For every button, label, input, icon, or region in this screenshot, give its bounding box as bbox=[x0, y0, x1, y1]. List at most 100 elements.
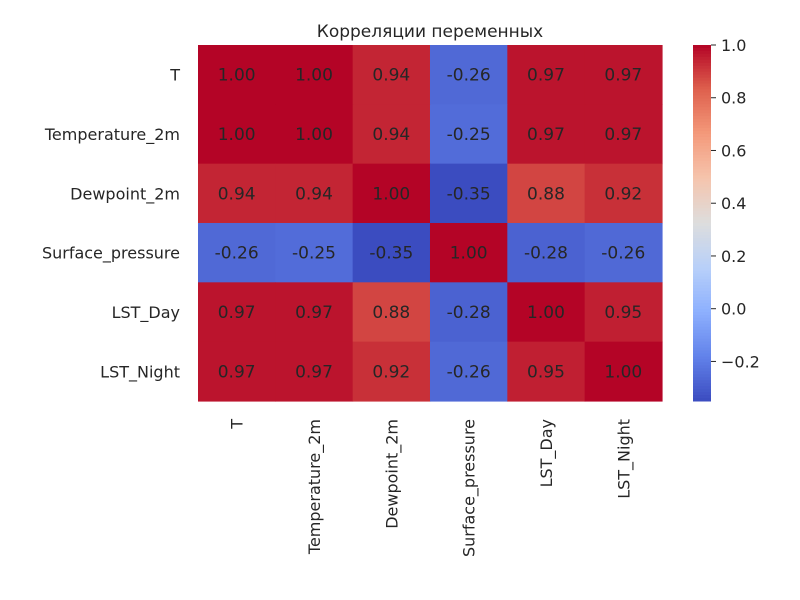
colorbar-segment bbox=[693, 261, 711, 266]
colorbar-segment bbox=[693, 258, 711, 263]
colorbar-segment bbox=[693, 220, 711, 224]
colorbar-segment bbox=[693, 234, 711, 239]
colorbar-segment bbox=[693, 273, 711, 277]
colorbar-segment bbox=[693, 350, 711, 355]
y-tick-label: LST_Day bbox=[112, 303, 180, 323]
colorbar-segment bbox=[693, 163, 711, 168]
colorbar-segment bbox=[693, 214, 711, 218]
colorbar-segment bbox=[693, 119, 711, 123]
colorbar-segment bbox=[693, 300, 711, 304]
heatmap-cell bbox=[198, 45, 276, 105]
colorbar-segment bbox=[693, 56, 711, 61]
colorbar-segment bbox=[693, 317, 711, 322]
x-tick-label: Temperature_2m bbox=[305, 419, 325, 555]
heatmap-cell bbox=[584, 45, 663, 105]
colorbar-segment bbox=[693, 353, 711, 357]
cell-value-label: 0.97 bbox=[527, 125, 565, 145]
cell-value-label: 1.00 bbox=[295, 66, 333, 86]
heatmap-cell bbox=[507, 222, 586, 283]
cell-value-label: 0.97 bbox=[218, 362, 256, 382]
cell-value-label: 0.94 bbox=[295, 184, 333, 204]
cell-value-label: 0.97 bbox=[218, 303, 256, 323]
heatmap-cell bbox=[352, 163, 431, 224]
x-tick-label: LST_Night bbox=[614, 419, 634, 499]
colorbar-segment bbox=[693, 312, 711, 316]
colorbar-tick-label: 0.8 bbox=[721, 89, 746, 108]
colorbar-segment bbox=[693, 285, 711, 289]
colorbar-segment bbox=[693, 172, 711, 177]
heatmap-cell bbox=[352, 341, 431, 402]
y-tick-label: Dewpoint_2m bbox=[70, 184, 180, 204]
colorbar-segment bbox=[693, 95, 711, 99]
colorbar-segment bbox=[693, 270, 711, 274]
colorbar-segment bbox=[693, 160, 711, 165]
colorbar-segment bbox=[693, 80, 711, 85]
colorbar-segment bbox=[693, 377, 711, 381]
x-tick-label: T bbox=[228, 419, 247, 430]
colorbar-segment bbox=[693, 386, 711, 390]
heatmap-cell bbox=[429, 341, 508, 402]
colorbar-segment bbox=[693, 314, 711, 319]
cell-value-label: 0.92 bbox=[372, 362, 410, 382]
colorbar-segment bbox=[693, 181, 711, 185]
cell-value-label: 0.97 bbox=[604, 66, 642, 86]
colorbar-segment bbox=[693, 231, 711, 236]
colorbar-segment bbox=[693, 50, 711, 55]
colorbar-segment bbox=[693, 359, 711, 363]
heatmap-cell bbox=[507, 282, 586, 343]
colorbar-segment bbox=[693, 92, 711, 96]
chart-title: Корреляции переменных bbox=[317, 22, 544, 42]
cell-annotations: 1.00 1.00 0.94 -0.26 0.97 0.97 1.00 1.00 0.94 -0.… bbox=[215, 66, 646, 383]
colorbar-segment bbox=[693, 279, 711, 283]
heatmap-cell bbox=[429, 222, 508, 283]
colorbar-segment bbox=[693, 113, 711, 117]
cell-value-label: -0.25 bbox=[292, 244, 336, 264]
heatmap-cell bbox=[584, 341, 663, 402]
heatmap-cell bbox=[429, 45, 508, 105]
heatmap-cell bbox=[507, 341, 586, 402]
x-tick-label: LST_Day bbox=[537, 419, 557, 487]
colorbar-segment bbox=[693, 47, 711, 52]
colorbar-segment bbox=[693, 53, 711, 58]
colorbar-segment bbox=[693, 196, 711, 200]
colorbar-segment bbox=[693, 267, 711, 271]
colorbar-segment bbox=[693, 184, 711, 188]
cell-value-label: -0.26 bbox=[447, 66, 491, 86]
colorbar-segment bbox=[693, 178, 711, 182]
colorbar-segment bbox=[693, 255, 711, 260]
colorbar-segment bbox=[693, 398, 711, 402]
colorbar-segment bbox=[693, 101, 711, 105]
heatmap-cell bbox=[584, 282, 663, 343]
colorbar-segment bbox=[693, 344, 711, 349]
colorbar-segment bbox=[693, 77, 711, 82]
colorbar-tick-label: 0.4 bbox=[721, 194, 746, 213]
colorbar-segment bbox=[693, 362, 711, 366]
colorbar-segment bbox=[693, 71, 711, 76]
colorbar-segment bbox=[693, 329, 711, 334]
colorbar-segment bbox=[693, 371, 711, 375]
colorbar-segment bbox=[693, 291, 711, 295]
colorbar: 1.0 0.8 0.6 0.4 0.2 0.0 −0.2 bbox=[693, 36, 760, 402]
colorbar-tick-label: 0.0 bbox=[721, 300, 746, 319]
colorbar-segment bbox=[693, 142, 711, 147]
colorbar-tick-label: 1.0 bbox=[721, 36, 746, 55]
heatmap-cell bbox=[198, 104, 276, 165]
colorbar-segment bbox=[693, 356, 711, 360]
heatmap-cell bbox=[275, 282, 354, 343]
colorbar-segment bbox=[693, 225, 711, 230]
colorbar-segment bbox=[693, 335, 711, 340]
colorbar-segment bbox=[693, 374, 711, 378]
y-tick-label: T bbox=[169, 66, 180, 85]
heatmap-cell bbox=[507, 104, 586, 165]
colorbar-tick-label: −0.2 bbox=[721, 352, 760, 371]
colorbar-segment bbox=[693, 380, 711, 384]
cell-value-label: 1.00 bbox=[450, 244, 488, 264]
heatmap-cell bbox=[275, 45, 354, 105]
heatmap-cell bbox=[275, 104, 354, 165]
colorbar-segment bbox=[693, 45, 711, 49]
colorbar-segment bbox=[693, 252, 711, 257]
colorbar-segment bbox=[693, 74, 711, 79]
cell-value-label: 1.00 bbox=[218, 125, 256, 145]
heatmap-cell bbox=[429, 104, 508, 165]
colorbar-segment bbox=[693, 365, 711, 369]
